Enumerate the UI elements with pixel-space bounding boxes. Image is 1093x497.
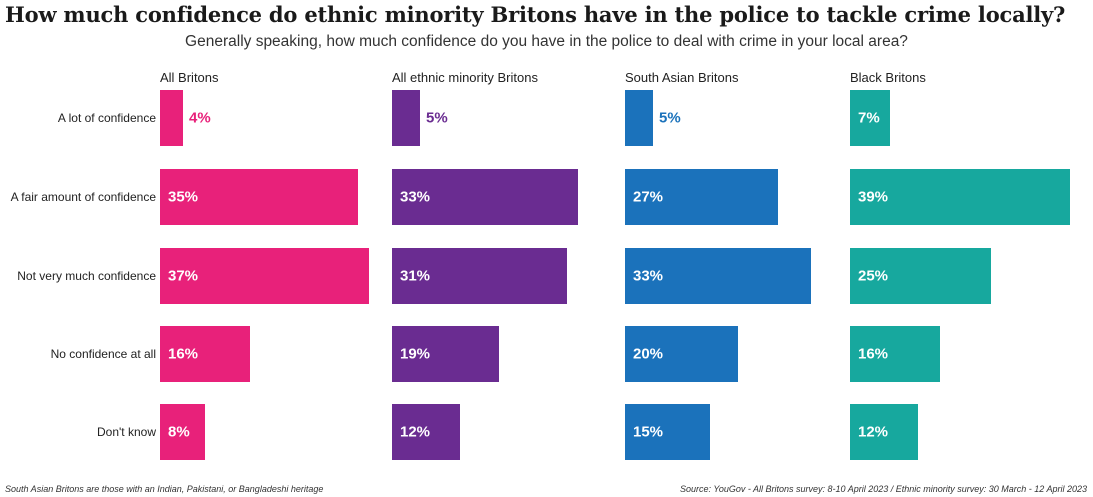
value-label-all-ethnic-minority-britons-a-fair-amount-of-confidence: 33% — [400, 188, 431, 206]
bar-black-britons-no-confidence-at-all — [850, 326, 940, 382]
bar-south-asian-britons-not-very-much-confidence — [625, 248, 811, 304]
bar-all-ethnic-minority-britons-don-t-know — [392, 404, 460, 460]
value-label-black-britons-a-fair-amount-of-confidence: 39% — [858, 188, 889, 206]
footnote-left: South Asian Britons are those with an In… — [5, 484, 324, 494]
bar-all-ethnic-minority-britons-not-very-much-confidence — [392, 248, 567, 304]
panel-title-black-britons: Black Britons — [850, 70, 926, 85]
bar-south-asian-britons-no-confidence-at-all — [625, 326, 738, 382]
bar-black-britons-a-lot-of-confidence — [850, 90, 890, 146]
panel-title-all-ethnic-minority-britons: All ethnic minority Britons — [392, 70, 538, 85]
bar-black-britons-not-very-much-confidence — [850, 248, 991, 304]
value-label-south-asian-britons-a-lot-of-confidence: 5% — [659, 109, 681, 127]
category-label-a-fair-amount-of-confidence: A fair amount of confidence — [10, 190, 156, 204]
bar-all-britons-a-lot-of-confidence — [160, 90, 183, 146]
value-label-black-britons-no-confidence-at-all: 16% — [858, 345, 889, 363]
bar-all-britons-not-very-much-confidence — [160, 248, 369, 304]
category-label-no-confidence-at-all: No confidence at all — [50, 347, 156, 361]
value-label-south-asian-britons-don-t-know: 15% — [633, 423, 664, 441]
bar-all-britons-don-t-know — [160, 404, 205, 460]
value-label-black-britons-don-t-know: 12% — [858, 423, 889, 441]
value-label-south-asian-britons-not-very-much-confidence: 33% — [633, 267, 664, 285]
value-label-all-britons-a-fair-amount-of-confidence: 35% — [168, 188, 199, 206]
bar-south-asian-britons-don-t-know — [625, 404, 710, 460]
value-label-all-britons-not-very-much-confidence: 37% — [168, 267, 199, 285]
bar-south-asian-britons-a-lot-of-confidence — [625, 90, 653, 146]
bar-south-asian-britons-a-fair-amount-of-confidence — [625, 169, 778, 225]
bar-all-ethnic-minority-britons-a-fair-amount-of-confidence — [392, 169, 578, 225]
category-label-don-t-know: Don't know — [97, 425, 156, 439]
value-label-all-ethnic-minority-britons-don-t-know: 12% — [400, 423, 431, 441]
value-label-all-ethnic-minority-britons-a-lot-of-confidence: 5% — [426, 109, 448, 127]
value-label-black-britons-a-lot-of-confidence: 7% — [858, 109, 880, 127]
value-label-all-britons-a-lot-of-confidence: 4% — [189, 109, 211, 127]
bar-all-britons-a-fair-amount-of-confidence — [160, 169, 358, 225]
bar-all-ethnic-minority-britons-no-confidence-at-all — [392, 326, 499, 382]
bar-all-ethnic-minority-britons-a-lot-of-confidence — [392, 90, 420, 146]
value-label-all-britons-don-t-know: 8% — [168, 423, 190, 441]
panel-title-all-britons: All Britons — [160, 70, 219, 85]
bar-all-britons-no-confidence-at-all — [160, 326, 250, 382]
category-label-not-very-much-confidence: Not very much confidence — [17, 269, 156, 283]
value-label-black-britons-not-very-much-confidence: 25% — [858, 267, 889, 285]
value-label-all-ethnic-minority-britons-no-confidence-at-all: 19% — [400, 345, 431, 363]
value-label-all-ethnic-minority-britons-not-very-much-confidence: 31% — [400, 267, 431, 285]
chart-title: How much confidence do ethnic minority B… — [5, 2, 1066, 27]
value-label-south-asian-britons-a-fair-amount-of-confidence: 27% — [633, 188, 664, 206]
panel-title-south-asian-britons: South Asian Britons — [625, 70, 739, 85]
bar-black-britons-don-t-know — [850, 404, 918, 460]
bar-black-britons-a-fair-amount-of-confidence — [850, 169, 1070, 225]
chart-subtitle: Generally speaking, how much confidence … — [185, 33, 908, 50]
footnote-right: Source: YouGov - All Britons survey: 8-1… — [679, 484, 1087, 494]
value-label-south-asian-britons-no-confidence-at-all: 20% — [633, 345, 664, 363]
value-label-all-britons-no-confidence-at-all: 16% — [168, 345, 199, 363]
category-label-a-lot-of-confidence: A lot of confidence — [57, 111, 156, 125]
